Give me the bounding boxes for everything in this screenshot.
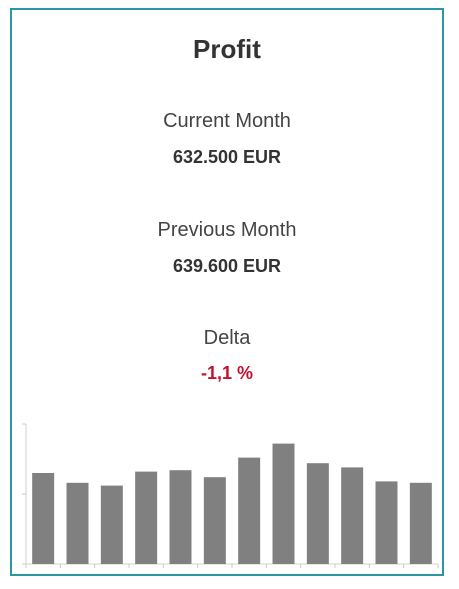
chart-bar — [341, 467, 364, 564]
current-month-label: Current Month — [163, 110, 291, 132]
profit-trend-bar-chart — [22, 423, 439, 568]
delta-label: Delta — [203, 327, 251, 349]
chart-bar — [306, 463, 329, 564]
delta-value: -1,1 % — [200, 363, 254, 383]
previous-month-label: Previous Month — [157, 219, 297, 241]
chart-bar — [203, 477, 226, 564]
card-title: Profit — [193, 34, 261, 64]
chart-bar — [169, 470, 192, 564]
chart-bar — [66, 482, 89, 564]
chart-bar — [135, 471, 158, 564]
current-month-value: 632.500 EUR — [172, 147, 282, 167]
chart-bar — [375, 481, 398, 564]
profit-card: Profit Current Month 632.500 EUR Previou… — [10, 8, 444, 576]
chart-bar — [100, 485, 123, 564]
chart-bar — [32, 473, 55, 564]
chart-bar — [409, 482, 432, 564]
chart-bar — [272, 443, 295, 564]
previous-month-value: 639.600 EUR — [172, 256, 282, 276]
chart-bar — [238, 457, 261, 564]
